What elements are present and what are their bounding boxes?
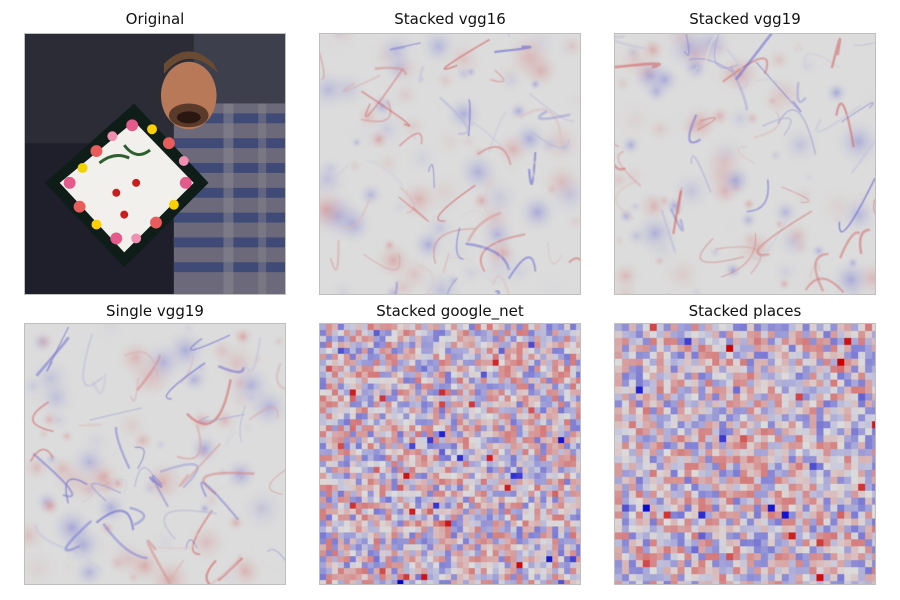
panel-title-stacked-vgg16: Stacked vgg16 [394, 10, 506, 28]
saliency-canvas-stacked-places [615, 324, 875, 584]
panel-title-stacked-google-net: Stacked google_net [376, 302, 524, 320]
panel-title-single-vgg19: Single vgg19 [106, 302, 204, 320]
saliency-canvas-stacked-vgg19 [615, 34, 875, 294]
panel-title-stacked-places: Stacked places [688, 302, 802, 320]
saliency-canvas-single-vgg19 [25, 324, 285, 584]
saliency-canvas-stacked-vgg16 [320, 34, 580, 294]
saliency-canvas-stacked-google-net [320, 324, 580, 584]
saliency-map-stacked-places [614, 323, 876, 585]
panel-title-stacked-vgg19: Stacked vgg19 [689, 10, 801, 28]
original-photo-panel [24, 33, 286, 295]
saliency-map-stacked-google-net [319, 323, 581, 585]
saliency-map-stacked-vgg16 [319, 33, 581, 295]
saliency-map-single-vgg19 [24, 323, 286, 585]
original-photo [25, 34, 285, 294]
saliency-map-stacked-vgg19 [614, 33, 876, 295]
panel-title-original: Original [125, 10, 185, 28]
